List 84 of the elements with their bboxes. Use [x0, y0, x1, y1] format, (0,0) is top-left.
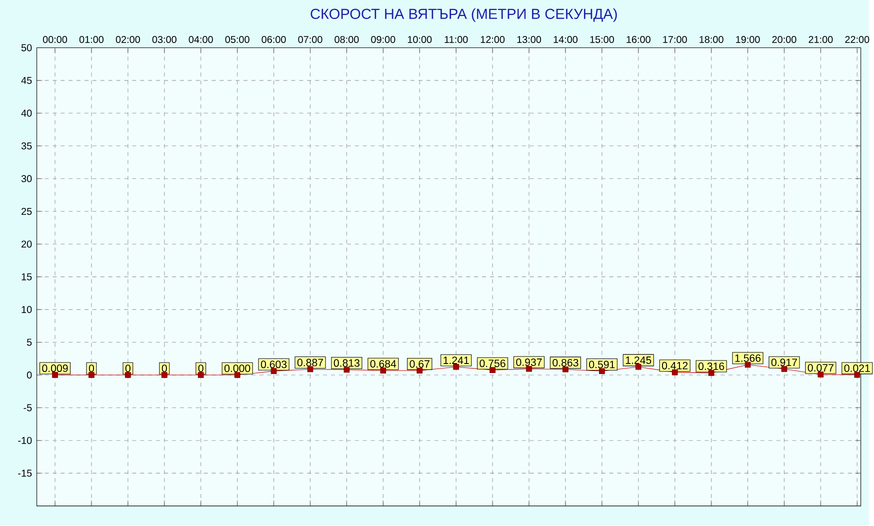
- x-tick-label: 06:00: [262, 36, 286, 44]
- data-label: 0.412: [662, 362, 688, 370]
- point: [344, 366, 350, 373]
- y-tick-label: 0: [26, 372, 32, 379]
- point: [744, 362, 751, 368]
- data-label: 0: [125, 364, 130, 372]
- point: [234, 372, 240, 378]
- y-tick-label: 50: [21, 44, 32, 52]
- x-tick-label: 00:00: [42, 36, 68, 44]
- data-label: 0.009: [42, 364, 68, 372]
- data-label: 0.67: [410, 360, 430, 368]
- point: [453, 364, 459, 370]
- point: [416, 368, 423, 374]
- x-tick-label: 08:00: [334, 36, 359, 44]
- point: [635, 364, 642, 370]
- point: [490, 367, 496, 374]
- y-tick-label: 10: [22, 306, 32, 314]
- data-label: 0.000: [224, 364, 250, 372]
- point: [781, 366, 788, 372]
- point: [270, 368, 277, 374]
- data-label: 1.241: [444, 356, 469, 364]
- point: [307, 366, 314, 372]
- x-tick-label: 19:00: [736, 36, 760, 44]
- x-tick-label: 03:00: [152, 36, 176, 44]
- data-label: 0.591: [589, 360, 615, 368]
- point: [161, 372, 168, 378]
- x-tick-label: 05:00: [225, 36, 250, 44]
- y-tick-label: 15: [22, 273, 32, 280]
- point: [526, 366, 532, 372]
- y-tick-label: 40: [21, 110, 32, 117]
- y-tick-label: 5: [26, 338, 32, 346]
- point: [562, 366, 568, 372]
- x-tick-label: 14:00: [554, 36, 578, 44]
- data-label: 0: [88, 364, 94, 372]
- data-label: 1.566: [735, 354, 761, 362]
- data-label: 0.813: [334, 359, 360, 367]
- y-tick-label: 30: [21, 175, 32, 182]
- data-label: 0.603: [260, 360, 287, 368]
- y-tick-label: -15: [18, 470, 32, 477]
- data-label: 0.316: [698, 362, 724, 370]
- x-tick-label: 02:00: [116, 36, 140, 44]
- data-label: 0: [198, 364, 204, 372]
- x-tick-label: 04:00: [188, 36, 213, 44]
- point: [672, 369, 678, 376]
- x-tick-label: 11:00: [444, 36, 468, 44]
- x-tick-label: 22:00: [845, 36, 870, 44]
- point: [125, 372, 131, 378]
- y-tick-label: 25: [22, 208, 32, 215]
- data-label: 0.684: [370, 360, 396, 368]
- y-tick-label: 20: [22, 240, 32, 248]
- data-label: 0.937: [516, 358, 542, 366]
- y-tick-label: 35: [21, 142, 32, 150]
- x-tick-label: 01:00: [79, 36, 104, 44]
- point: [818, 372, 824, 378]
- x-tick-label: 13:00: [517, 36, 542, 44]
- y-tick-label: -10: [18, 437, 32, 444]
- point: [380, 368, 386, 374]
- x-tick-label: 10:00: [408, 36, 432, 44]
- x-tick-label: 17:00: [663, 36, 687, 44]
- data-label: 0.917: [771, 358, 797, 366]
- x-tick-label: 09:00: [371, 36, 396, 44]
- x-tick-label: 15:00: [590, 36, 614, 44]
- data-label: 0: [162, 364, 167, 372]
- point: [88, 372, 94, 378]
- x-tick-label: 18:00: [700, 36, 724, 44]
- x-tick-label: 21:00: [808, 36, 833, 44]
- point: [854, 372, 860, 378]
- y-tick-label: -5: [24, 404, 32, 412]
- y-tick-label: 45: [21, 77, 32, 84]
- chart-title: СКОРОСТ НА ВЯТЪРА (МЕТРИ В СЕКУНДА): [310, 8, 617, 22]
- x-tick-label: 16:00: [626, 36, 650, 44]
- data-label: 0.887: [297, 358, 323, 366]
- x-tick-label: 07:00: [298, 36, 322, 44]
- data-label: 0.756: [480, 360, 506, 368]
- point: [708, 370, 714, 376]
- point: [599, 368, 605, 374]
- data-label: 0.863: [552, 359, 578, 367]
- data-label: 1.245: [626, 356, 652, 364]
- x-tick-label: 20:00: [772, 36, 796, 44]
- data-label: 0.077: [808, 364, 834, 372]
- x-tick-label: 12:00: [480, 36, 505, 44]
- point: [52, 372, 58, 378]
- data-label: 0.021: [844, 364, 870, 372]
- point: [198, 372, 204, 378]
